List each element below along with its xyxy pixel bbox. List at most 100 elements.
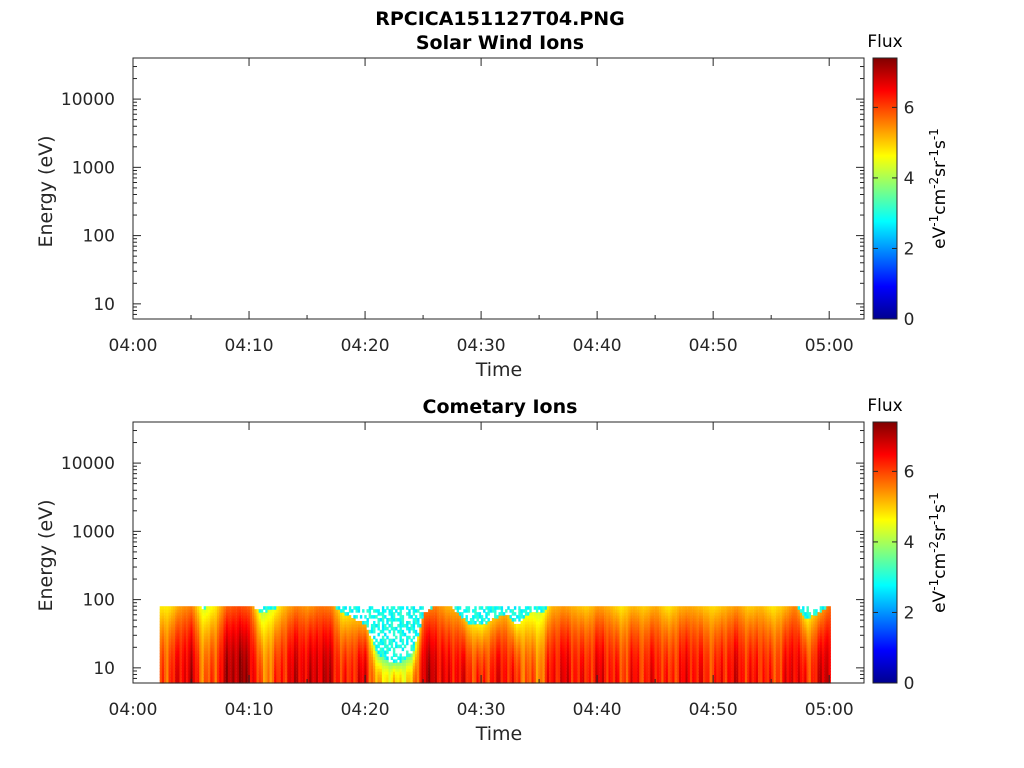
- heatmap-cell: [214, 650, 218, 655]
- heatmap-cell: [271, 615, 275, 619]
- heatmap-cell: [452, 638, 455, 643]
- heatmap-cell: [406, 656, 409, 660]
- heatmap-cell: [582, 674, 585, 678]
- heatmap-cell: [520, 677, 523, 681]
- heatmap-cell: [450, 632, 453, 637]
- heatmap-cell: [560, 618, 563, 622]
- heatmap-cell: [223, 618, 226, 622]
- heatmap-cell: [225, 659, 229, 663]
- heatmap-cell: [359, 620, 363, 625]
- heatmap-cell: [287, 609, 290, 613]
- heatmap-cell: [544, 668, 548, 672]
- heatmap-cell: [271, 638, 275, 643]
- heatmap-cell: [225, 606, 229, 610]
- heatmap-cell: [166, 632, 169, 637]
- heatmap-cell: [390, 606, 394, 610]
- heatmap-cell: [190, 620, 193, 625]
- heatmap-cell: [491, 609, 495, 613]
- heatmap-cell: [454, 632, 457, 637]
- heatmap-cell: [412, 671, 416, 675]
- heatmap-cell: [370, 606, 374, 610]
- heatmap-cell: [377, 618, 380, 622]
- heatmap-cell: [340, 623, 343, 628]
- heatmap-cell: [546, 644, 550, 649]
- heatmap-cell: [452, 671, 455, 675]
- heatmap-cell: [159, 653, 163, 658]
- heatmap-cell: [278, 650, 281, 655]
- heatmap-cell: [509, 632, 512, 637]
- heatmap-cell: [560, 620, 563, 625]
- heatmap-cell: [575, 635, 578, 640]
- heatmap-cell: [276, 656, 279, 660]
- heatmap-cell: [177, 656, 180, 660]
- heatmap-cell: [245, 653, 248, 658]
- heatmap-cell: [489, 609, 493, 613]
- heatmap-cell: [588, 668, 592, 672]
- heatmap-cell: [201, 668, 204, 672]
- heatmap-cell: [584, 638, 587, 643]
- heatmap-cell: [254, 612, 257, 616]
- heatmap-cell: [502, 618, 506, 622]
- heatmap-cell: [263, 668, 266, 672]
- heatmap-cell: [544, 674, 548, 678]
- heatmap-cell: [491, 677, 495, 681]
- heatmap-cell: [417, 618, 420, 622]
- heatmap-cell: [362, 647, 365, 652]
- heatmap-cell: [513, 618, 517, 622]
- heatmap-cell: [454, 629, 457, 634]
- heatmap-cell: [496, 662, 499, 666]
- heatmap-cell: [439, 615, 442, 619]
- heatmap-cell: [571, 641, 574, 646]
- heatmap-cell: [346, 626, 350, 631]
- heatmap-cell: [520, 641, 523, 646]
- heatmap-cell: [593, 659, 596, 663]
- heatmap-cell: [474, 653, 477, 658]
- heatmap-cell: [225, 665, 229, 669]
- heatmap-cell: [331, 635, 334, 640]
- heatmap-cell: [406, 674, 409, 678]
- heatmap-cell: [370, 659, 374, 663]
- heatmap-cell: [342, 612, 345, 616]
- heatmap-cell: [245, 650, 248, 655]
- heatmap-cell: [529, 606, 532, 610]
- heatmap-cell: [188, 629, 191, 634]
- y-tick-label: 10000: [61, 90, 115, 110]
- heatmap-cell: [234, 638, 237, 643]
- heatmap-cell: [507, 620, 510, 625]
- heatmap-cell: [181, 665, 185, 669]
- heatmap-cell: [586, 609, 589, 613]
- heatmap-cell: [214, 644, 218, 649]
- heatmap-cell: [452, 623, 455, 628]
- heatmap-cell: [463, 626, 466, 631]
- heatmap-cell: [428, 671, 431, 675]
- heatmap-cell: [566, 653, 570, 658]
- heatmap-cell: [579, 606, 583, 610]
- heatmap-cell: [553, 606, 556, 610]
- heatmap-cell: [406, 606, 409, 610]
- heatmap-cell: [175, 662, 178, 666]
- heatmap-cell: [197, 632, 200, 637]
- heatmap-cell: [199, 671, 202, 675]
- heatmap-cell: [505, 665, 508, 669]
- heatmap-cell: [210, 665, 213, 669]
- heatmap-cell: [485, 671, 488, 675]
- heatmap-cell: [397, 623, 400, 628]
- heatmap-cell: [441, 626, 444, 631]
- heatmap-cell: [498, 620, 501, 625]
- heatmap-cell: [557, 659, 561, 663]
- heatmap-cell: [540, 606, 543, 610]
- heatmap-cell: [494, 615, 497, 619]
- heatmap-cell: [205, 641, 209, 646]
- heatmap-cell: [579, 650, 583, 655]
- heatmap-cell: [254, 656, 257, 660]
- heatmap-cell: [276, 606, 279, 610]
- heatmap-cell: [461, 638, 464, 643]
- heatmap-cell: [472, 662, 475, 666]
- heatmap-cell: [485, 662, 488, 666]
- heatmap-cell: [439, 629, 442, 634]
- heatmap-cell: [417, 665, 420, 669]
- heatmap-cell: [586, 656, 589, 660]
- heatmap-cell: [483, 629, 486, 634]
- heatmap-cell: [302, 644, 306, 649]
- heatmap-cell: [322, 612, 325, 616]
